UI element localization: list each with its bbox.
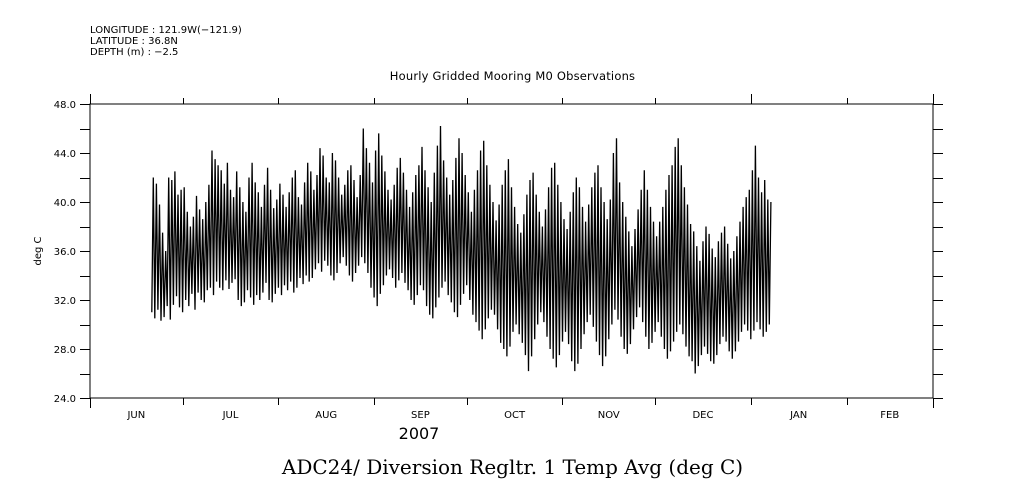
- x-axis: JUN JUL AUG SEP OCT NOV DEC JAN FEB: [90, 94, 934, 421]
- longitude-label: LONGITUDE : 121.9W(−121.9): [90, 25, 242, 36]
- x-tick-label: SEP: [411, 410, 430, 421]
- x-tick-label: FEB: [880, 410, 899, 421]
- x-axis-year-label: 2007: [399, 424, 440, 443]
- chart-title: Hourly Gridded Mooring M0 Observations: [0, 69, 1009, 83]
- y-axis: 24.0 28.0 32.0 36.0 40.0 44.0 48.0: [54, 100, 943, 405]
- chart-caption-text: ADC24/ Diversion Regltr. 1 Temp Avg (deg…: [281, 455, 744, 479]
- y-tick-label: 32.0: [54, 296, 76, 307]
- x-tick-label: NOV: [598, 410, 620, 421]
- latitude-label: LATITUDE : 36.8N: [90, 36, 178, 47]
- x-tick-label: JAN: [789, 410, 807, 421]
- y-tick-label: 24.0: [54, 394, 76, 405]
- x-tick-label: DEC: [692, 410, 713, 421]
- x-tick-label: AUG: [315, 410, 337, 421]
- y-tick-label: 44.0: [54, 149, 76, 160]
- y-axis-label: deg C: [33, 236, 44, 265]
- x-tick-label: OCT: [504, 410, 526, 421]
- y-tick-label: 36.0: [54, 247, 76, 258]
- series-line: [151, 125, 772, 374]
- depth-label: DEPTH (m) : −2.5: [90, 47, 179, 58]
- data-series: [151, 125, 772, 374]
- y-tick-label: 40.0: [54, 198, 76, 209]
- y-tick-label: 28.0: [54, 345, 76, 356]
- chart-caption: ADC24/ Diversion Regltr. 1 Temp Avg (deg…: [0, 455, 1009, 479]
- x-tick-label: JUL: [222, 410, 239, 421]
- x-tick-label: JUN: [126, 410, 145, 421]
- y-tick-label: 48.0: [54, 100, 76, 111]
- chart-title-text: Hourly Gridded Mooring M0 Observations: [389, 69, 636, 83]
